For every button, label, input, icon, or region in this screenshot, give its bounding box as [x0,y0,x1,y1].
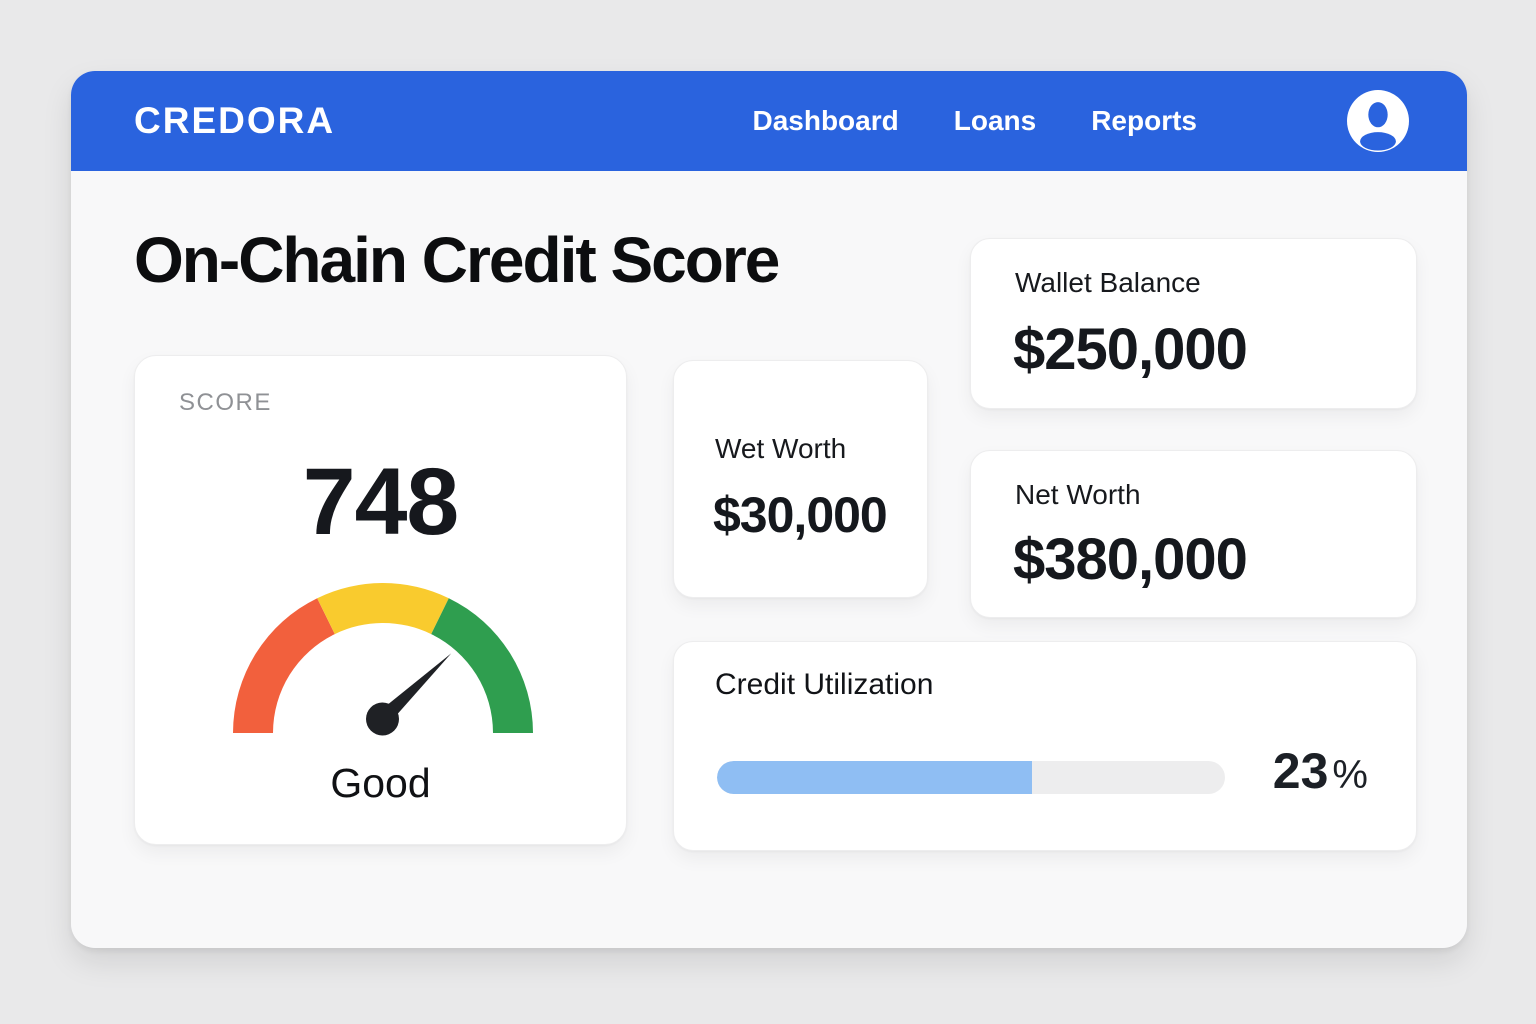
wallet-balance-label: Wallet Balance [1015,267,1201,298]
credit-utilization-card: Credit Utilization 23 % [673,641,1417,851]
utilization-percent-number: 23 [1272,743,1329,799]
nav-item-dashboard[interactable]: Dashboard [752,105,899,136]
score-card: SCORE 748 Good [134,355,627,845]
net-worth-label: Net Worth [1015,479,1141,510]
app-window: CREDORA Dashboard Loans Reports On-Chain… [71,71,1467,948]
main-nav: Dashboard Loans Reports [752,105,1197,137]
nav-item-loans[interactable]: Loans [953,105,1037,136]
utilization-progress-bar [717,761,1225,794]
gauge-segment-yellow [317,582,449,635]
gauge-needle-pivot [366,702,399,736]
score-value: 748 [302,449,460,555]
brand-logo: CREDORA [134,100,336,141]
net-worth-value: $380,000 [1013,527,1248,592]
utilization-percent-sign: % [1332,753,1368,797]
score-rating: Good [330,760,431,806]
credit-score-gauge [233,582,533,736]
wet-worth-value: $30,000 [713,487,888,543]
wet-worth-card: Wet Worth $30,000 [673,360,928,598]
utilization-bar-fill [717,761,1032,794]
top-navbar: CREDORA Dashboard Loans Reports [71,71,1467,171]
credit-utilization-label: Credit Utilization [715,668,934,701]
gauge-needle [377,653,452,725]
gauge-segment-red [233,598,335,733]
wallet-balance-card: Wallet Balance $250,000 [970,238,1417,409]
wet-worth-label: Wet Worth [715,433,847,464]
page-title: On-Chain Credit Score [134,224,780,296]
user-avatar-icon[interactable] [1347,90,1409,152]
gauge-segment-green [431,598,533,733]
net-worth-card: Net Worth $380,000 [970,450,1417,618]
nav-item-reports[interactable]: Reports [1091,105,1197,136]
wallet-balance-value: $250,000 [1013,317,1248,382]
score-card-label: SCORE [179,389,272,416]
utilization-value: 23 % [1273,741,1368,801]
